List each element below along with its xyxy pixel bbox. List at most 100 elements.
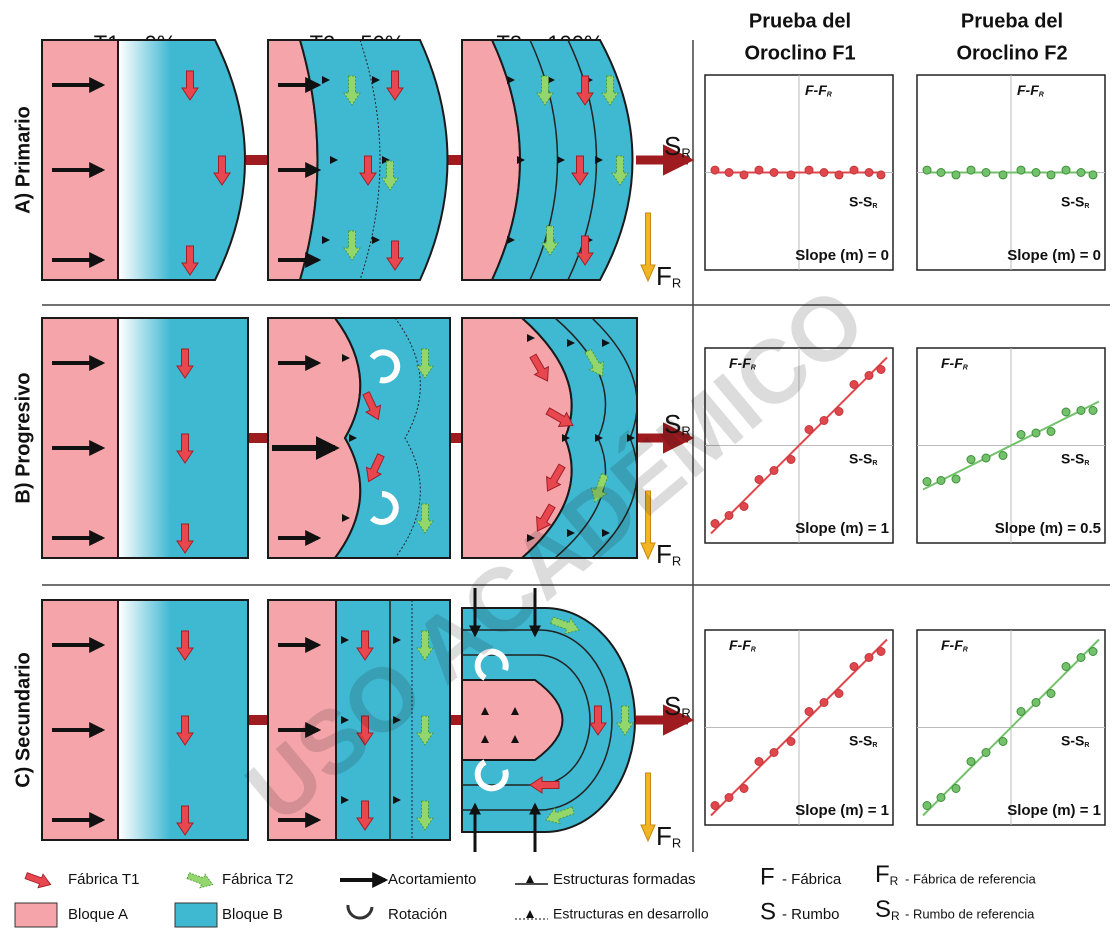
point <box>787 738 795 746</box>
y-axis-label-sub: R <box>963 364 968 371</box>
block-b-gradient <box>119 319 171 557</box>
structure-mark <box>526 910 534 918</box>
point <box>805 426 813 434</box>
point <box>1032 429 1040 437</box>
block-b-gradient <box>119 601 171 839</box>
point <box>1089 407 1097 415</box>
point <box>755 166 763 174</box>
legend-icon <box>24 869 53 891</box>
point <box>1047 171 1055 179</box>
fr-label-main: F <box>656 261 672 291</box>
point <box>711 802 719 810</box>
point <box>1089 171 1097 179</box>
slope-label: Slope (m) = 1 <box>1007 802 1101 819</box>
row-label: C) Secundario <box>12 652 34 788</box>
x-axis-label-sub: R <box>1084 742 1089 749</box>
point <box>770 467 778 475</box>
point <box>952 475 960 483</box>
fr-label-main: F <box>656 539 672 569</box>
point <box>850 663 858 671</box>
x-axis-label-main: S-S <box>1061 193 1084 209</box>
x-axis-label-sub: R <box>872 460 877 467</box>
x-axis-label-sub: R <box>872 203 877 210</box>
block-a <box>42 40 118 280</box>
legend-symbol-main: S <box>875 896 891 923</box>
slope-label: Slope (m) = 0 <box>795 247 889 264</box>
y-axis-label-main: F-F <box>1017 82 1039 98</box>
point <box>877 171 885 179</box>
point <box>755 476 763 484</box>
slope-label: Slope (m) = 0.5 <box>995 520 1101 537</box>
y-axis-label-sub: R <box>1039 91 1044 98</box>
point <box>1047 428 1055 436</box>
slope-label: Slope (m) = 1 <box>795 520 889 537</box>
x-axis-label-sub: R <box>872 742 877 749</box>
point <box>835 408 843 416</box>
legend-text: - Fábrica de referencia <box>905 871 1037 886</box>
point <box>740 171 748 179</box>
point <box>850 381 858 389</box>
point <box>952 785 960 793</box>
y-axis-label-main: F-F <box>729 637 751 653</box>
legend-symbol-sub: R <box>891 909 900 923</box>
point <box>967 456 975 464</box>
row-label: A) Primario <box>12 106 34 214</box>
block-b <box>300 40 448 280</box>
point <box>1032 699 1040 707</box>
point <box>937 169 945 177</box>
legend-text: Fábrica T2 <box>222 871 293 888</box>
slope-label: Slope (m) = 1 <box>795 802 889 819</box>
point <box>787 456 795 464</box>
legend-text: - Rumbo de referencia <box>905 906 1035 921</box>
point <box>787 171 795 179</box>
point <box>937 477 945 485</box>
legend-symbol-sub: R <box>890 874 899 888</box>
point <box>1032 169 1040 177</box>
x-axis-label-main: S-S <box>849 193 872 209</box>
point <box>725 169 733 177</box>
point <box>770 169 778 177</box>
point <box>1062 408 1070 416</box>
point <box>999 738 1007 746</box>
point <box>982 749 990 757</box>
block-a <box>462 680 563 760</box>
slope-label: Slope (m) = 0 <box>1007 247 1101 264</box>
legend-icon <box>186 869 215 891</box>
legend-icon <box>15 903 57 927</box>
point <box>1047 690 1055 698</box>
point <box>835 690 843 698</box>
test-title: Oroclino F2 <box>956 42 1067 64</box>
sr-label: SR <box>664 691 691 721</box>
row-label: B) Progresivo <box>12 372 34 503</box>
fr-label: FR <box>656 821 681 851</box>
point <box>820 417 828 425</box>
legend-symbol: S <box>760 898 776 925</box>
point <box>967 758 975 766</box>
point <box>999 171 1007 179</box>
point <box>820 699 828 707</box>
fr-label: FR <box>656 539 681 569</box>
x-axis-label-main: S-S <box>1061 450 1084 466</box>
x-axis-label-main: S-S <box>1061 732 1084 748</box>
sr-label: SR <box>664 131 691 161</box>
legend-text: - Rumbo <box>782 906 840 923</box>
point <box>835 171 843 179</box>
x-axis-label-sub: R <box>1084 460 1089 467</box>
block-b-gradient <box>119 41 171 279</box>
block-a <box>42 318 118 558</box>
block-a <box>42 600 118 840</box>
point <box>711 166 719 174</box>
test-title: Oroclino F1 <box>744 42 855 64</box>
legend-symbol: SR <box>875 896 900 923</box>
legend-icon <box>348 905 372 918</box>
legend-symbol: FR <box>875 861 899 888</box>
fr-label-main: F <box>656 821 672 851</box>
point <box>923 802 931 810</box>
point <box>865 169 873 177</box>
fr-label-sub: R <box>672 276 681 291</box>
y-axis-label-sub: R <box>827 91 832 98</box>
legend-text: Acortamiento <box>388 871 476 888</box>
point <box>740 503 748 511</box>
x-axis-label-sub: R <box>1084 203 1089 210</box>
fr-label-sub: R <box>672 554 681 569</box>
